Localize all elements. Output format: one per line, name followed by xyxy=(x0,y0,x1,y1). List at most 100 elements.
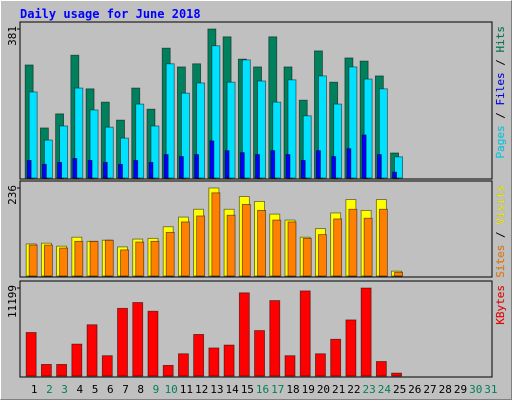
bar xyxy=(224,150,230,179)
bar xyxy=(238,292,250,377)
bar xyxy=(181,221,190,277)
x-tick-label: 27 xyxy=(423,383,436,396)
bar xyxy=(162,364,174,377)
bar xyxy=(241,204,251,277)
bar xyxy=(59,247,69,277)
legend-entry: Files xyxy=(494,72,507,105)
bar xyxy=(28,244,38,277)
bar xyxy=(72,158,78,179)
x-tick-label: 2 xyxy=(46,383,53,396)
x-tick-label: 10 xyxy=(165,383,178,396)
bar xyxy=(40,363,52,377)
bar xyxy=(254,330,265,377)
legend-entry: Visits xyxy=(494,185,507,225)
bar xyxy=(101,355,113,377)
bar xyxy=(150,240,160,277)
bar xyxy=(318,234,327,277)
bar xyxy=(178,353,189,377)
bar xyxy=(270,150,276,179)
bar xyxy=(394,156,403,179)
x-tick-label: 14 xyxy=(225,383,239,396)
bar xyxy=(86,324,98,377)
x-tick-label: 21 xyxy=(332,383,345,396)
legend-entry: Hits xyxy=(494,26,507,53)
x-tick-label: 1 xyxy=(31,383,38,396)
x-tick-label: 19 xyxy=(302,383,315,396)
bar xyxy=(257,80,266,179)
x-tick-label: 5 xyxy=(92,383,99,396)
bar xyxy=(181,92,190,179)
bar xyxy=(302,237,312,277)
bar xyxy=(74,240,84,277)
x-tick-label: 15 xyxy=(241,383,254,396)
bar xyxy=(43,244,53,277)
bar xyxy=(41,163,47,179)
bar xyxy=(299,290,311,377)
x-tick-label: 4 xyxy=(77,383,84,396)
bar xyxy=(241,59,251,179)
x-tick-label: 30 xyxy=(469,383,482,396)
legend-separator: / xyxy=(494,225,507,245)
x-tick-label: 17 xyxy=(271,383,284,396)
bar xyxy=(226,214,236,277)
x-tick-label: 29 xyxy=(454,383,467,396)
bar xyxy=(300,160,306,179)
x-tick-label: 18 xyxy=(286,383,299,396)
bar xyxy=(163,154,169,179)
bar xyxy=(132,302,144,377)
bar xyxy=(147,310,159,377)
x-tick-label: 12 xyxy=(195,383,208,396)
bar xyxy=(133,160,139,179)
bar xyxy=(104,126,114,179)
bar xyxy=(59,125,69,179)
x-tick-label: 28 xyxy=(439,383,452,396)
bar xyxy=(74,87,84,179)
bar xyxy=(165,231,175,277)
x-tick-label: 11 xyxy=(180,383,193,396)
bar xyxy=(361,134,367,179)
bar xyxy=(346,148,352,179)
legend-entry: KBytes xyxy=(494,285,507,325)
bar xyxy=(102,161,108,179)
x-tick-label: 16 xyxy=(256,383,269,396)
legend-separator: / xyxy=(494,53,507,73)
bar xyxy=(284,355,296,377)
x-tick-label: 3 xyxy=(61,383,68,396)
bar xyxy=(104,239,114,277)
bar xyxy=(135,103,145,179)
bar xyxy=(179,156,184,179)
x-tick-label: 24 xyxy=(378,383,392,396)
legend: Sites / Visits xyxy=(494,185,507,278)
x-tick-label: 25 xyxy=(393,383,406,396)
x-tick-label: 22 xyxy=(347,383,360,396)
bar xyxy=(239,152,245,179)
bar xyxy=(89,109,99,179)
x-tick-label: 9 xyxy=(153,383,160,396)
x-tick-label: 6 xyxy=(107,383,114,396)
bar xyxy=(316,150,321,179)
bar xyxy=(318,75,327,179)
bar xyxy=(120,137,129,179)
bar xyxy=(223,344,235,377)
bar xyxy=(272,101,282,179)
bar xyxy=(345,319,357,377)
bar xyxy=(25,332,37,377)
bar xyxy=(43,139,53,179)
bar xyxy=(211,192,221,277)
bar xyxy=(375,361,387,377)
bar xyxy=(378,88,388,179)
bar xyxy=(363,217,373,277)
bar xyxy=(330,338,342,377)
bar xyxy=(391,372,402,377)
bar xyxy=(226,81,236,179)
bar xyxy=(287,79,297,179)
bar xyxy=(211,45,221,179)
x-tick-label: 20 xyxy=(317,383,330,396)
bar xyxy=(209,140,215,179)
bar xyxy=(348,66,358,179)
legend-entry: Sites xyxy=(494,245,507,278)
bar xyxy=(315,353,326,377)
bar xyxy=(360,287,372,377)
